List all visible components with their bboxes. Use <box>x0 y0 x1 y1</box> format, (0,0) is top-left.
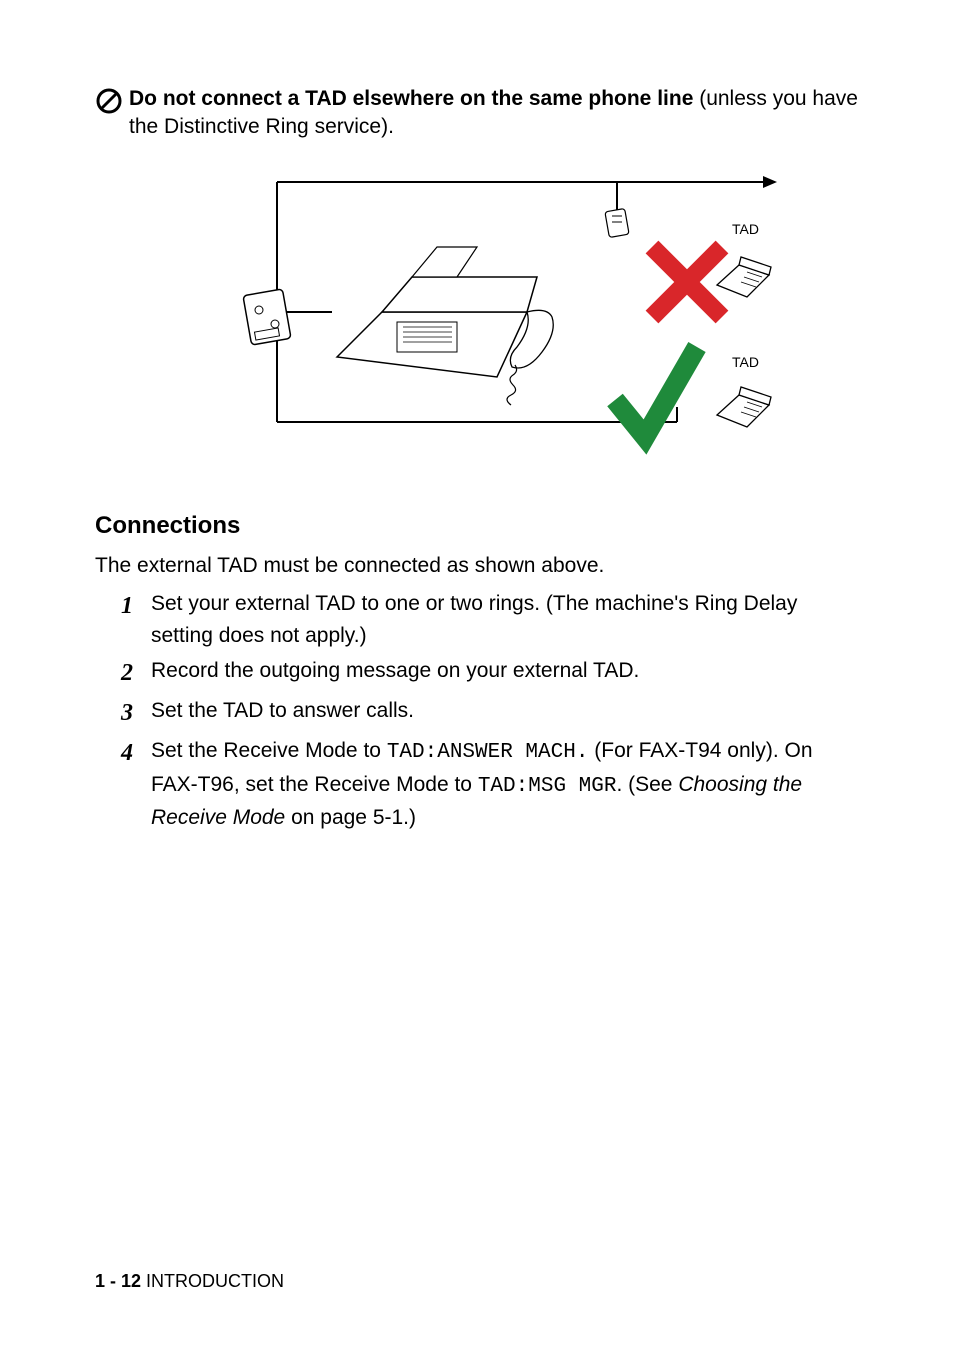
step4-tail: on page 5-1.) <box>285 806 416 829</box>
step4-pre: Set the Receive Mode to <box>151 739 387 762</box>
step-number: 4 <box>115 735 133 771</box>
line-jack-icon <box>605 208 629 237</box>
warning-row: Do not connect a TAD elsewhere on the sa… <box>95 85 859 142</box>
tad-bottom-icon <box>717 387 771 427</box>
step-number: 2 <box>115 655 133 691</box>
connection-diagram: TAD TAD <box>177 162 777 462</box>
fax-machine-icon <box>337 247 553 405</box>
tad-label-top: TAD <box>732 221 759 237</box>
step4-post: . (See <box>616 773 678 796</box>
page-footer: 1 - 12 INTRODUCTION <box>95 1271 284 1292</box>
tad-label-bottom: TAD <box>732 354 759 370</box>
step-text: Set your external TAD to one or two ring… <box>151 588 859 651</box>
warning-text: Do not connect a TAD elsewhere on the sa… <box>129 85 859 142</box>
step-text: Set the Receive Mode to TAD:ANSWER MACH.… <box>151 735 859 834</box>
step-4: 4 Set the Receive Mode to TAD:ANSWER MAC… <box>115 735 859 834</box>
prohibit-icon <box>95 85 123 120</box>
section-heading: Connections <box>95 512 859 540</box>
steps-list: 1 Set your external TAD to one or two ri… <box>115 588 859 834</box>
step-1: 1 Set your external TAD to one or two ri… <box>115 588 859 651</box>
step-number: 3 <box>115 695 133 731</box>
step-text: Record the outgoing message on your exte… <box>151 655 639 687</box>
step-number: 1 <box>115 588 133 624</box>
step4-mono1: TAD:ANSWER MACH. <box>387 741 589 764</box>
step-text: Set the TAD to answer calls. <box>151 695 414 727</box>
footer-section: INTRODUCTION <box>146 1271 284 1291</box>
cross-icon <box>652 247 722 317</box>
tad-top-icon <box>717 257 771 297</box>
wall-jack-icon <box>243 289 291 345</box>
step-3: 3 Set the TAD to answer calls. <box>115 695 859 731</box>
footer-page: 1 - 12 <box>95 1271 141 1291</box>
step4-mono2: TAD:MSG MGR <box>478 775 617 798</box>
check-icon <box>615 347 697 437</box>
warning-bold-text: Do not connect a TAD elsewhere on the sa… <box>129 87 693 110</box>
intro-text: The external TAD must be connected as sh… <box>95 552 859 580</box>
page: Do not connect a TAD elsewhere on the sa… <box>0 0 954 1352</box>
step-2: 2 Record the outgoing message on your ex… <box>115 655 859 691</box>
